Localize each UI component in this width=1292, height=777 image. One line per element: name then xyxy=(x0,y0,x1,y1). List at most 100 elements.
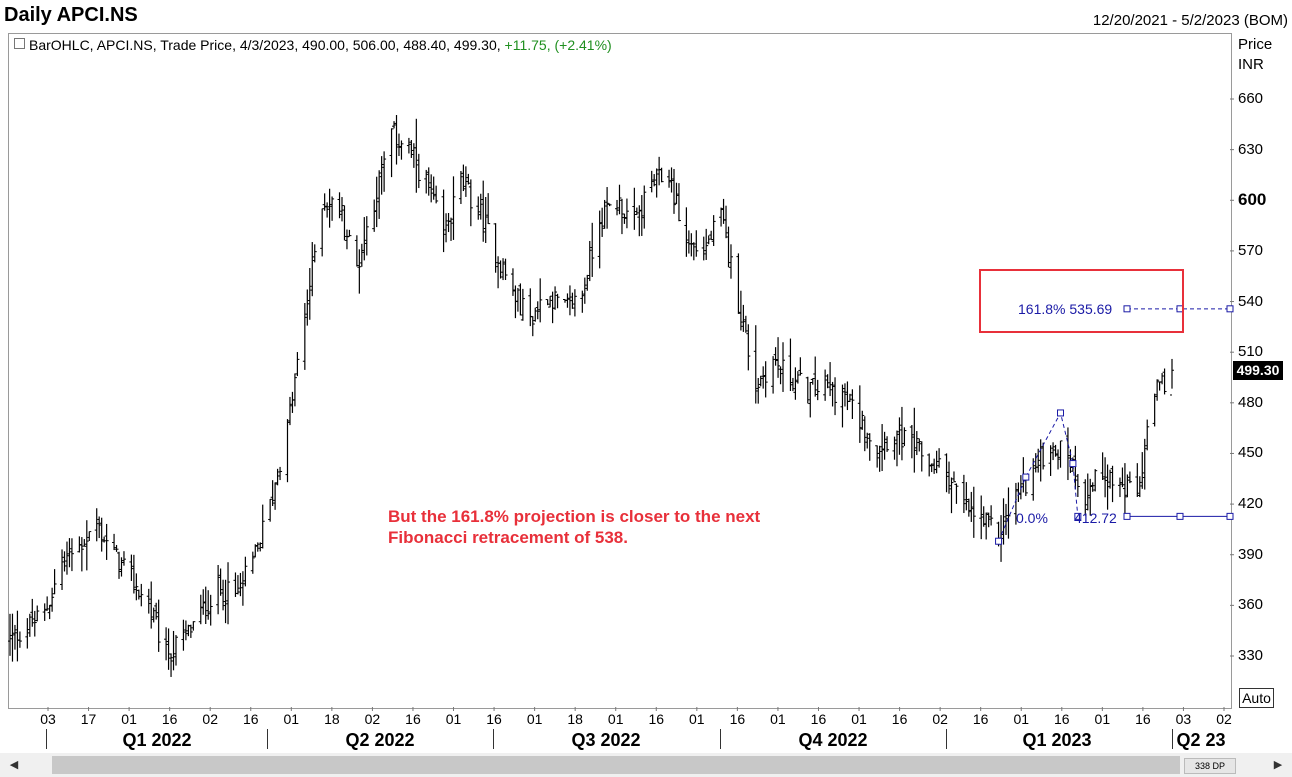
ohlc-bar xyxy=(580,290,585,313)
ohlc-bar xyxy=(322,193,327,211)
ohlc-bar xyxy=(773,347,778,366)
ohlc-bar xyxy=(1093,469,1098,492)
ohlc-bar xyxy=(632,187,637,230)
ohlc-bar xyxy=(1145,419,1150,451)
quarter-separator xyxy=(493,729,494,749)
ohlc-bar xyxy=(117,551,122,579)
horizontal-scrollbar[interactable]: ◀ 338 DP ▶ xyxy=(0,753,1292,777)
scroll-right-icon[interactable]: ▶ xyxy=(1273,759,1283,771)
y-tick-label: 510 xyxy=(1238,343,1264,361)
ohlc-bar xyxy=(295,352,300,377)
ohlc-bar xyxy=(208,594,213,626)
remove-study-icon[interactable] xyxy=(14,38,25,49)
x-tick-label: 16 xyxy=(486,711,502,727)
ohlc-bar xyxy=(240,571,245,606)
ohlc-bar xyxy=(238,572,243,597)
ohlc-bar xyxy=(1051,442,1056,461)
ohlc-bar xyxy=(533,307,538,322)
ohlc-bar xyxy=(429,174,434,203)
x-tick-label: 01 xyxy=(121,711,137,727)
ohlc-bar xyxy=(1120,467,1125,488)
ohlc-bar xyxy=(496,256,501,289)
ohlc-bar xyxy=(1083,479,1088,516)
ohlc-bar xyxy=(813,356,818,397)
ohlc-bar xyxy=(954,483,959,504)
ohlc-bar xyxy=(151,607,156,623)
ohlc-bar xyxy=(667,169,672,188)
ohlc-bar xyxy=(567,285,572,316)
ohlc-bar xyxy=(981,506,986,527)
ohlc-bar xyxy=(340,197,344,222)
ohlc-bar xyxy=(285,419,290,483)
ohlc-bar xyxy=(555,293,560,309)
ohlc-bar xyxy=(273,482,278,510)
ohlc-bar xyxy=(694,230,699,257)
ohlc-bar xyxy=(795,371,800,384)
x-tick-label: 16 xyxy=(405,711,421,727)
ohlc-bar xyxy=(243,556,248,587)
fib-anchor-handle xyxy=(1074,512,1082,520)
ohlc-bar xyxy=(545,299,550,306)
ohlc-bar xyxy=(510,268,515,296)
ohlc-bar xyxy=(1006,487,1011,539)
ohlc-bar xyxy=(1041,442,1046,470)
scrollbar-thumb[interactable] xyxy=(52,756,1180,774)
ohlc-bar xyxy=(188,624,193,638)
ohlc-bar xyxy=(94,508,99,542)
ohlc-bar xyxy=(642,185,647,229)
x-tick-label: 03 xyxy=(40,711,56,727)
ohlc-bar xyxy=(1075,474,1080,498)
quarter-separator xyxy=(720,729,721,749)
ohlc-bar xyxy=(520,288,525,321)
ohlc-bar xyxy=(42,603,47,621)
ohlc-bar xyxy=(501,258,506,281)
ohlc-bar xyxy=(354,235,359,267)
ohlc-bar xyxy=(431,176,436,200)
y-tick-label: 330 xyxy=(1238,647,1264,664)
ohlc-bar xyxy=(919,441,924,472)
scroll-left-icon[interactable]: ◀ xyxy=(9,759,19,771)
ohlc-bar xyxy=(781,342,786,392)
ohlc-bar xyxy=(850,389,855,419)
ohlc-bar xyxy=(833,377,838,416)
ohlc-bar xyxy=(77,536,82,553)
ohlc-bar xyxy=(1127,471,1132,484)
ohlc-bar xyxy=(761,366,766,389)
ohlc-bar xyxy=(689,233,694,257)
auto-scale-button[interactable]: Auto xyxy=(1239,688,1274,708)
ohlc-bar xyxy=(738,290,743,331)
ohlc-bar xyxy=(270,480,275,507)
ohlc-bar xyxy=(1036,448,1041,473)
ohlc-bar xyxy=(392,121,397,129)
ohlc-bar xyxy=(154,602,159,620)
ohlc-bar xyxy=(607,203,612,207)
ohlc-bar xyxy=(815,379,820,401)
ohlc-bar xyxy=(218,568,223,596)
ohlc-bar xyxy=(102,536,107,543)
quarter-label: Q1 2022 xyxy=(122,730,192,750)
ohlc-bar xyxy=(548,295,553,308)
x-tick-label: 01 xyxy=(1094,711,1111,727)
data-points-counter: 338 DP xyxy=(1184,758,1236,774)
ohlc-bar xyxy=(114,544,119,552)
ohlc-bar xyxy=(649,170,654,193)
ohlc-bar xyxy=(325,202,330,218)
info-line: BarOHLC, APCI.NS, Trade Price, 4/3/2023,… xyxy=(14,37,612,53)
ohlc-bar xyxy=(949,477,954,514)
info-text: BarOHLC, APCI.NS, Trade Price, 4/3/2023,… xyxy=(29,37,501,53)
ohlc-bar xyxy=(776,337,781,378)
ohlc-bar xyxy=(669,167,674,193)
quarter-separator xyxy=(267,729,268,749)
ohlc-bar xyxy=(882,431,887,460)
ohlc-bar xyxy=(486,193,491,225)
ohlc-bar xyxy=(79,537,84,572)
ohlc-bar xyxy=(570,292,575,309)
y-tick-label: 570 xyxy=(1238,241,1264,259)
y-tick-label: 450 xyxy=(1238,444,1264,462)
ohlc-bar xyxy=(434,185,439,204)
ohlc-bar xyxy=(986,512,991,528)
ohlc-bar xyxy=(741,304,746,332)
ohlc-bar xyxy=(1103,457,1108,498)
ohlc-bar xyxy=(654,168,659,198)
plot-area[interactable] xyxy=(8,33,1232,709)
